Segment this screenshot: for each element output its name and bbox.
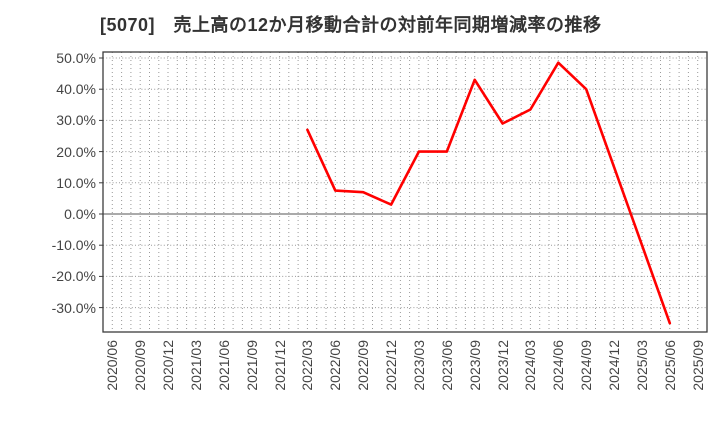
x-tick-label: 2022/09 xyxy=(355,340,372,391)
x-tick-label: 2024/09 xyxy=(578,340,595,391)
y-tick-label: 40.0% xyxy=(56,81,96,98)
y-tick-label: -20.0% xyxy=(51,268,96,285)
x-tick-label: 2021/09 xyxy=(243,340,260,391)
x-tick-label: 2020/09 xyxy=(132,340,149,391)
y-tick-label: 0.0% xyxy=(64,206,96,222)
x-tick-label: 2025/03 xyxy=(634,340,650,391)
x-tick-label: 2021/12 xyxy=(271,340,288,391)
y-tick-label: 10.0% xyxy=(56,174,96,191)
x-tick-label: 2022/03 xyxy=(299,340,316,391)
x-tick-label: 2024/12 xyxy=(606,340,623,391)
x-tick-label: 2020/12 xyxy=(160,340,176,391)
x-tick-label: 2024/03 xyxy=(522,340,539,391)
x-tick-label: 2025/06 xyxy=(661,340,678,391)
y-tick-label: 50.0% xyxy=(56,50,96,66)
y-tick-label: -10.0% xyxy=(51,237,96,254)
x-tick-label: 2023/09 xyxy=(466,340,483,391)
x-tick-label: 2021/06 xyxy=(215,340,232,391)
x-tick-label: 2023/12 xyxy=(494,340,511,391)
x-tick-label: 2023/06 xyxy=(438,340,455,391)
data-line xyxy=(306,61,672,325)
y-tick-label: -30.0% xyxy=(51,299,96,316)
chart-title: [5070] 売上高の12か月移動合計の対前年同期増減率の推移 xyxy=(100,15,602,35)
x-tick-label: 2025/09 xyxy=(689,340,706,391)
y-tick-label: 30.0% xyxy=(56,112,96,129)
x-tick-label: 2022/12 xyxy=(383,340,400,391)
x-tick-label: 2024/06 xyxy=(550,340,567,391)
x-tick-label: 2022/06 xyxy=(327,340,344,391)
x-tick-label: 2021/03 xyxy=(187,340,204,391)
x-tick-label: 2020/06 xyxy=(104,340,121,391)
y-tick-label: 20.0% xyxy=(56,143,96,160)
x-tick-label: 2023/03 xyxy=(410,340,427,391)
